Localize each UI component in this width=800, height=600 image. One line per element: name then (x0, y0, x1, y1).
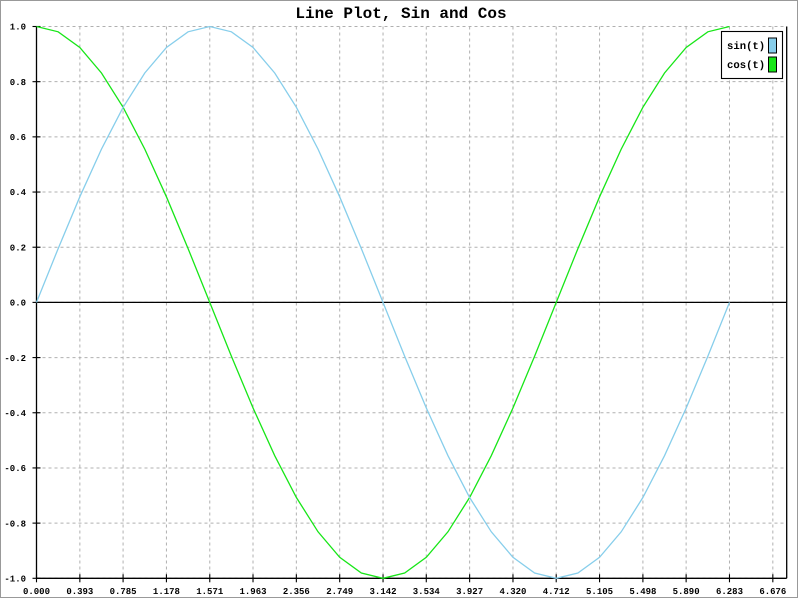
svg-text:cos(t): cos(t) (727, 60, 765, 72)
svg-text:0.0: 0.0 (10, 299, 26, 309)
svg-text:0.8: 0.8 (10, 78, 26, 88)
svg-text:3.142: 3.142 (370, 587, 397, 597)
svg-text:0.6: 0.6 (10, 133, 26, 143)
svg-text:0.000: 0.000 (23, 587, 50, 597)
svg-text:5.890: 5.890 (673, 587, 700, 597)
svg-text:3.927: 3.927 (456, 587, 483, 597)
svg-text:6.283: 6.283 (716, 587, 743, 597)
svg-text:0.2: 0.2 (10, 243, 26, 253)
svg-text:0.785: 0.785 (110, 587, 137, 597)
svg-text:1.178: 1.178 (153, 587, 180, 597)
svg-text:-0.2: -0.2 (4, 354, 26, 364)
svg-text:-1.0: -1.0 (4, 575, 26, 585)
svg-text:2.749: 2.749 (326, 587, 353, 597)
svg-text:-0.6: -0.6 (4, 464, 26, 474)
svg-text:6.676: 6.676 (759, 587, 786, 597)
svg-text:0.393: 0.393 (66, 587, 93, 597)
svg-text:5.498: 5.498 (629, 587, 656, 597)
svg-text:1.963: 1.963 (240, 587, 267, 597)
svg-text:sin(t): sin(t) (727, 41, 765, 53)
svg-text:3.534: 3.534 (413, 587, 441, 597)
svg-text:4.320: 4.320 (499, 587, 526, 597)
svg-text:-0.4: -0.4 (4, 409, 26, 419)
svg-text:2.356: 2.356 (283, 587, 310, 597)
svg-text:1.571: 1.571 (196, 587, 224, 597)
svg-text:5.105: 5.105 (586, 587, 613, 597)
svg-text:4.712: 4.712 (543, 587, 570, 597)
svg-text:1.0: 1.0 (10, 23, 26, 33)
svg-text:0.4: 0.4 (10, 188, 27, 198)
svg-text:-0.8: -0.8 (4, 519, 26, 529)
